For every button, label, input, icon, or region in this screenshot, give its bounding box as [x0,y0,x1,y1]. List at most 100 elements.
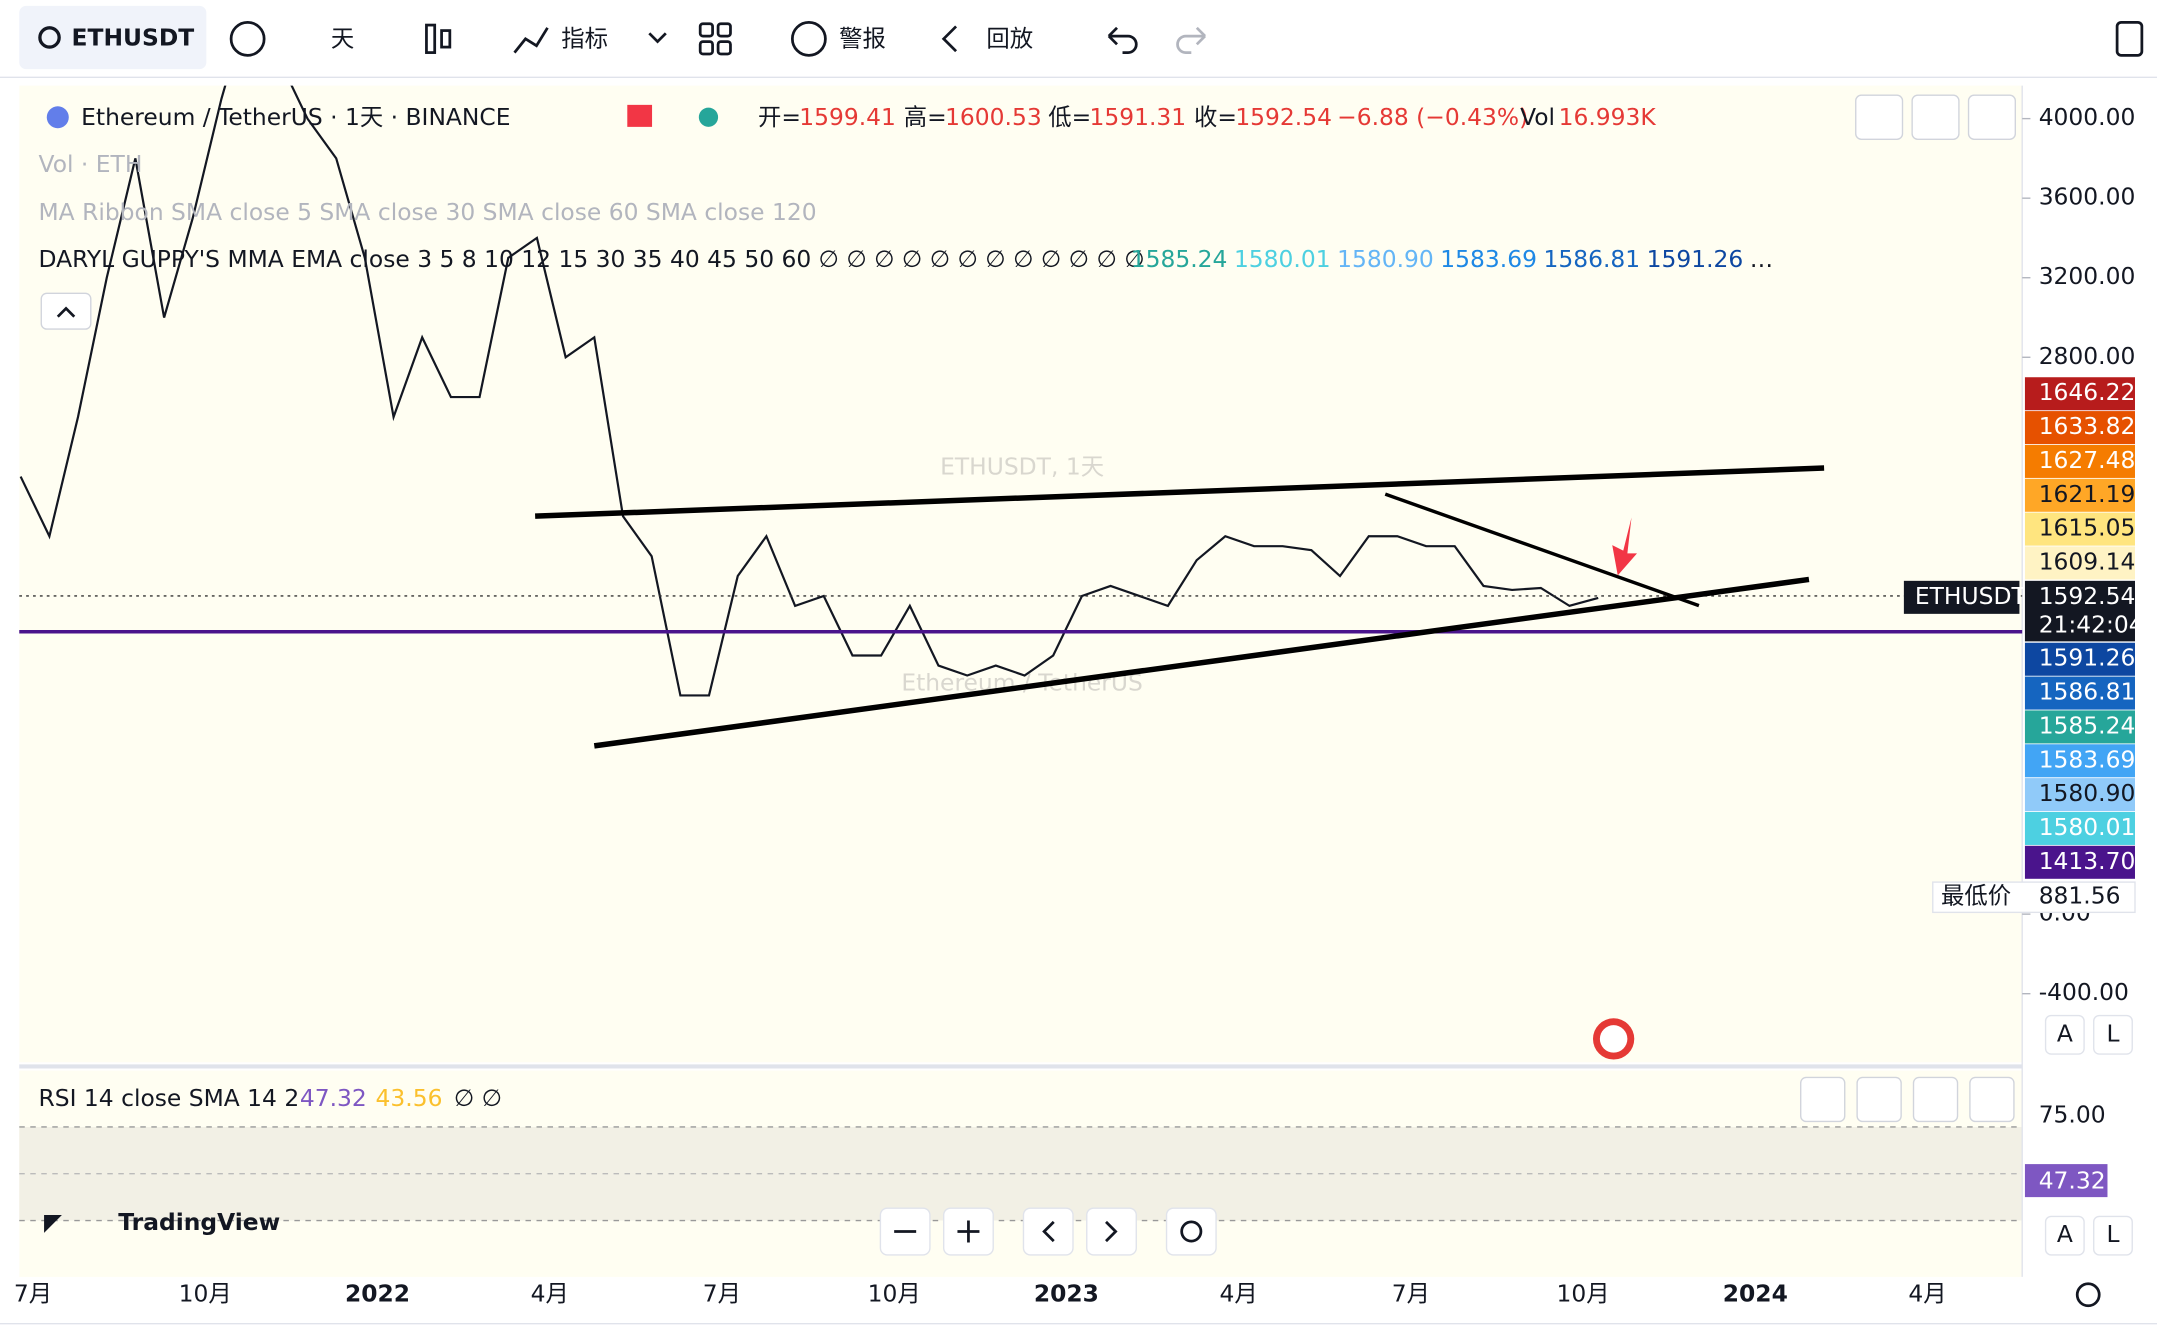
scale-button[interactable] [2044,1215,2085,1256]
scroll-right[interactable] [1086,1207,1137,1256]
legend-high-label: 高= [904,103,947,131]
scale-button-text[interactable]: A [2057,1220,2073,1248]
legend-vol-label: Vol [1520,103,1555,131]
rsi-badge [2024,1164,2108,1198]
pane-button[interactable] [1856,1076,1902,1123]
legend-open-label: 开= [758,103,801,131]
x-tick-label: 7月 [1392,1279,1430,1307]
symbol-search[interactable] [19,5,207,70]
watermark-symbol: ETHUSDT, 1天 [940,453,1104,481]
dropdown[interactable] [648,32,667,44]
price-badge [2024,710,2135,744]
redo[interactable] [1176,26,1207,54]
panel-toggle[interactable] [2115,20,2144,57]
arrow [1612,517,1638,576]
countdown: 21:42:04 [2039,611,2144,639]
price-line [19,85,1599,697]
rsi-title: RSI 14 close SMA 14 2 [39,1084,300,1112]
pane-button[interactable] [1855,94,1904,140]
replay-icon [941,25,958,53]
vol-indicator: Vol · ETH [39,150,143,178]
scale-button-text[interactable]: A [2057,1019,2073,1047]
price-badge-text: 1615.05 [2039,514,2136,542]
y-tick-label: 3600.00 [2039,183,2136,211]
event-flag-inner [1599,1025,1628,1053]
pane-button[interactable] [1800,1076,1846,1123]
x-tick-label: 10月 [1557,1279,1610,1307]
price-badge [2024,778,2135,812]
low-badge-value: 881.56 [2039,882,2121,910]
replay-button[interactable]: 回放 [986,25,1033,53]
price-badge-text: 1621.19 [2039,480,2136,508]
layout-icon-3 [698,40,714,56]
x-tick-label: 4月 [1219,1279,1257,1307]
trend-line-short[interactable] [1384,492,1700,608]
rsi-extra: ∅ ∅ [454,1084,502,1112]
legend-title: Ethereum / TetherUS · 1天 · BINANCE [81,103,510,131]
symbol[interactable]: ETHUSDT [72,23,195,51]
price-badge-text: 1591.26 [2039,644,2136,672]
x-tick-label: 10月 [179,1279,232,1307]
price-badge-text: 1583.69 [2039,745,2136,773]
scale-button[interactable] [2093,1215,2133,1256]
legend-vol: 16.993K [1559,103,1657,131]
pane-button[interactable] [1911,94,1960,140]
y-tick-label: 3200.00 [2039,262,2136,290]
interval[interactable]: 天 [331,25,354,53]
indicators-icon [513,27,549,54]
alert-button[interactable]: 警报 [839,25,886,53]
guppy: DARYL GUPPY'S MMA EMA close 3 5 8 10 12 … [39,245,1145,273]
brand: TradingView [118,1208,280,1236]
eth-icon [46,106,69,129]
symbol-badge-text: ETHUSDT [1915,582,2027,610]
guppy-value: 1586.81 [1543,245,1640,273]
reset-view[interactable] [1165,1207,1217,1256]
scale-button-text[interactable]: L [2106,1019,2119,1047]
candle-type[interactable] [425,23,437,54]
x-tick-label: 4月 [531,1279,569,1307]
collapse-icon [56,306,76,318]
price-badge [2024,377,2135,411]
price-badge-text: 1585.24 [2039,711,2136,739]
watermark-name: Ethereum / TetherUS [901,669,1143,697]
trend-line-lower[interactable] [593,576,1810,749]
add-symbol[interactable] [229,20,266,57]
guppy-value: 1580.90 [1337,245,1434,273]
price-badge-text: 1609.14 [2039,547,2136,575]
legend-close-label: 收= [1194,103,1237,131]
guppy-value: 1585.24 [1131,245,1228,273]
rsi-badge-text: 47.32 [2039,1166,2106,1194]
undo[interactable] [1107,26,1138,54]
scale-button[interactable] [2044,1014,2085,1055]
price-badge-text: 1586.81 [2039,678,2136,706]
collapse-legend[interactable] [40,292,92,330]
layout-icon-2 [716,22,732,38]
scale-button-text[interactable]: L [2106,1220,2119,1248]
candle-type-2 [440,29,452,49]
brand-logo: ◤ [44,1208,62,1236]
price-badge-text: 1627.48 [2039,446,2136,474]
scale-button[interactable] [2093,1014,2133,1055]
settings[interactable] [2075,1282,2101,1308]
flag [627,104,653,127]
trend-line-upper[interactable] [535,465,1825,519]
scroll-left[interactable] [1022,1207,1074,1256]
x-tick-label: 10月 [868,1279,921,1307]
price-badge-text: 1580.90 [2039,779,2136,807]
guppy-value: 1580.01 [1234,245,1331,273]
price-badge-text: 1646.22 [2039,378,2136,406]
pane-button[interactable] [1969,1076,2015,1123]
price-badge [2024,411,2135,445]
last-price-badge [2024,580,2135,642]
price-badge [2024,744,2135,778]
pane-button[interactable] [1912,1076,1959,1123]
indicators-button[interactable]: 指标 [561,25,608,53]
reset-icon [1180,1220,1203,1243]
y-tick-label: -400.00 [2039,978,2129,1006]
layout-icon[interactable] [698,22,714,38]
price-badge [2024,478,2135,512]
guppy-value: 1583.69 [1440,245,1537,273]
pane-button[interactable] [1967,94,2016,140]
low-badge [1932,881,2136,914]
